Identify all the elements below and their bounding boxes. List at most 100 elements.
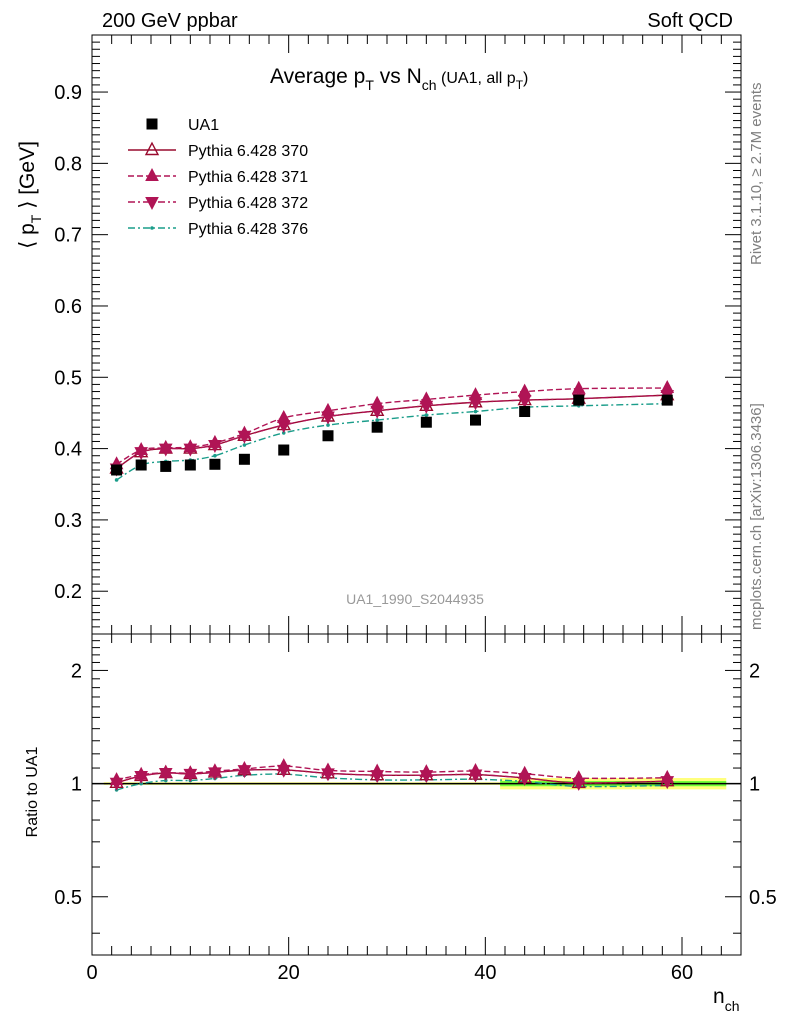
title-main: Average p <box>270 65 365 88</box>
y-tick-label: 0.9 <box>54 82 82 104</box>
ratio-point-1 <box>237 760 252 774</box>
x-tick-label: 0 <box>86 962 97 984</box>
ratio-point-1 <box>517 765 532 779</box>
analysis-label: UA1_1990_S2044935 <box>346 591 484 607</box>
legend-label-2: Pythia 6.428 371 <box>188 169 308 186</box>
legend-label-3: Pythia 6.428 372 <box>188 195 308 212</box>
ratio-series-layer <box>109 758 675 792</box>
series-point-2 <box>370 395 384 409</box>
title-vs: vs N <box>374 65 422 88</box>
series-point-4 <box>114 478 119 482</box>
ratio-y-tick-label: 0.5 <box>54 887 82 909</box>
ratio-panel-frame <box>91 633 742 956</box>
y-tick-label: 0.8 <box>54 153 82 175</box>
xlabel-main: n <box>713 985 725 1008</box>
ratio-point-1 <box>109 772 124 786</box>
series-point-0 <box>184 459 196 471</box>
legend-marker-0 <box>146 118 158 130</box>
y-tick-label: 0.6 <box>54 296 82 318</box>
ratio-point-1 <box>321 762 335 776</box>
series-line-2 <box>116 387 668 465</box>
axis-ticks: 0.2 0.3 0.4 0.5 0.6 0.7 0.8 0.9 0 20 40 60 0.5 0.5 1 1 2… <box>54 35 777 984</box>
ratio-y-tick-label: 1 <box>71 774 82 796</box>
ratio-point-1 <box>419 764 434 778</box>
series-point-0 <box>420 416 432 428</box>
y-tick-label: 0.5 <box>54 367 82 389</box>
y-tick-label: 0.7 <box>54 225 82 247</box>
y-tick-label: 0.4 <box>54 439 82 461</box>
legend-label-1: Pythia 6.428 370 <box>188 143 308 160</box>
ratio-y-tick-label-right: 2 <box>749 660 760 682</box>
series-line-4 <box>116 402 668 481</box>
ylabel-right: ⟩ [GeV] <box>16 141 39 215</box>
xlabel-sub: ch <box>725 998 740 1014</box>
series-point-4 <box>424 413 429 417</box>
ratio-line-1 <box>116 765 668 781</box>
series-point-2 <box>468 387 483 401</box>
series-point-2 <box>158 439 173 453</box>
series-point-2 <box>571 380 586 394</box>
series-point-0 <box>209 458 221 470</box>
ratio-y-tick-label: 2 <box>71 660 82 682</box>
x-tick-label: 60 <box>671 962 693 984</box>
ylabel-sub: T <box>28 214 44 223</box>
ratio-point-1 <box>468 763 483 777</box>
legend-marker-4 <box>150 226 154 230</box>
series-point-0 <box>160 460 172 472</box>
series-line-3 <box>116 394 668 470</box>
legend-label-4: Pythia 6.428 376 <box>188 221 308 238</box>
ratio-point-1 <box>571 770 586 784</box>
ratio-point-1 <box>134 766 148 780</box>
rivet-note: Rivet 3.1.10, ≥ 2.7M events <box>748 83 765 266</box>
series-point-4 <box>473 409 478 414</box>
y-tick-label: 0.2 <box>54 581 82 603</box>
title-sub-t: T <box>365 77 374 93</box>
mcplots-note: mcplots.cern.ch [arXiv:1306.3436] <box>748 403 765 630</box>
title-paren-open: (UA1, all p <box>437 70 516 87</box>
series-line-1 <box>116 394 668 470</box>
ylabel-left: ⟨ p <box>16 223 39 249</box>
title-paren-close: ) <box>523 70 528 87</box>
series-point-2 <box>660 380 675 393</box>
series-point-2 <box>517 383 532 397</box>
legend-marker-1 <box>144 141 160 156</box>
series-point-2 <box>183 439 198 453</box>
series-point-2 <box>208 434 222 448</box>
legend-label-0: UA1 <box>188 117 219 134</box>
legend-marker-3 <box>145 197 159 210</box>
legend-marker-2 <box>145 168 159 181</box>
header-left: 200 GeV ppbar <box>102 10 238 32</box>
ratio-point-1 <box>370 763 384 777</box>
ratio-point-1 <box>660 769 675 783</box>
main-series-layer <box>109 380 675 482</box>
y-axis-label: ⟨ pT ⟩ [GeV] <box>16 141 44 249</box>
series-point-0 <box>278 444 290 456</box>
ratio-point-1 <box>208 763 222 777</box>
x-tick-label: 40 <box>474 962 496 984</box>
series-point-2 <box>321 402 335 416</box>
series-point-2 <box>276 409 291 423</box>
series-point-4 <box>242 443 247 447</box>
series-point-0 <box>470 414 481 426</box>
ratio-y-tick-label-right: 1 <box>749 774 760 796</box>
series-point-0 <box>661 394 673 406</box>
series-point-0 <box>238 453 250 465</box>
series-point-2 <box>134 442 148 456</box>
series-point-2 <box>237 425 252 439</box>
header-right: Soft QCD <box>647 10 733 32</box>
series-point-2 <box>419 391 434 405</box>
series-point-0 <box>322 430 334 442</box>
series-point-0 <box>573 394 585 406</box>
legend: UA1 Pythia 6.428 370 Pythia 6.428 371 Pythi… <box>128 117 308 238</box>
series-point-0 <box>371 421 383 433</box>
title-paren-sub: T <box>516 78 524 92</box>
ratio-point-1 <box>276 758 291 772</box>
series-point-4 <box>213 453 217 458</box>
y-tick-label: 0.3 <box>54 510 82 532</box>
ratio-y-tick-label-right: 0.5 <box>749 887 777 909</box>
title-sub-ch: ch <box>422 77 437 93</box>
series-point-0 <box>519 406 531 418</box>
series-point-0 <box>135 459 147 471</box>
ratio-y-label: Ratio to UA1 <box>24 747 41 838</box>
